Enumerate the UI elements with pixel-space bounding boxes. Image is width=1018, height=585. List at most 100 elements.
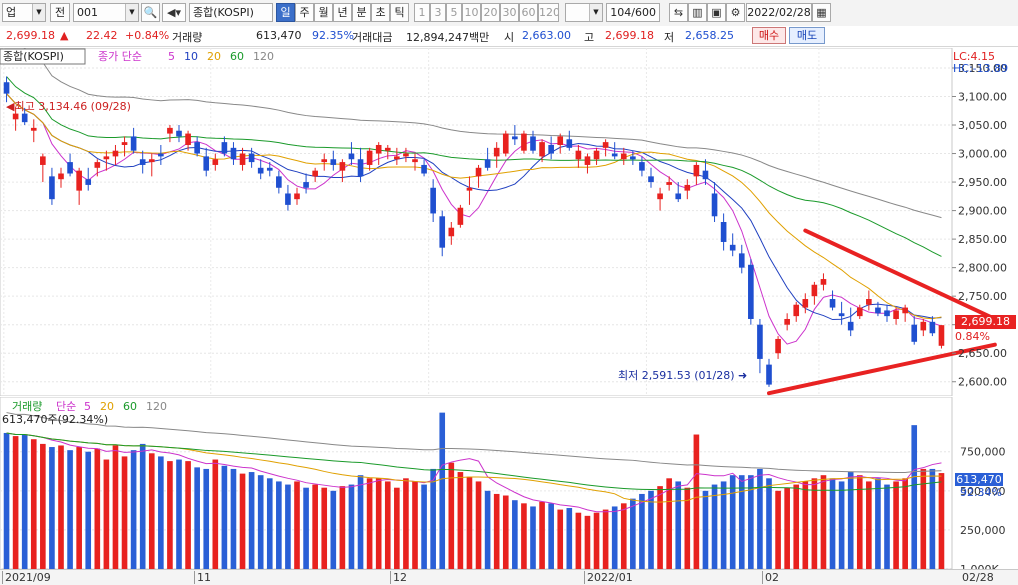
date-axis-label: 02 <box>762 571 779 584</box>
trend-line-1[interactable] <box>803 228 997 321</box>
volume-bar <box>439 412 446 569</box>
calendar-icon[interactable]: ▦ <box>812 3 831 22</box>
candle-body <box>430 187 436 214</box>
volume-bar <box>521 503 527 569</box>
candle-body <box>802 299 809 308</box>
period-tab-2[interactable]: 월 <box>314 3 333 22</box>
volume-bar <box>203 468 210 569</box>
candle-body <box>176 130 182 137</box>
speaker-icon[interactable]: ◀▾ <box>162 3 186 22</box>
count-field[interactable]: 104/600 <box>606 3 660 22</box>
open-value: 2,663.00 <box>522 29 571 42</box>
candle-body <box>403 153 409 157</box>
interval-tab-20[interactable]: 20 <box>481 3 500 22</box>
zoom-icon[interactable]: ⇆ <box>669 3 688 22</box>
chart-icon[interactable]: ▥ <box>688 3 707 22</box>
up-arrow-icon: ▲ <box>60 29 69 42</box>
candle-body <box>675 193 682 200</box>
candle-body <box>856 307 863 317</box>
candle-body <box>94 162 101 168</box>
period-tab-1[interactable]: 주 <box>295 3 314 22</box>
candle-body <box>684 184 691 191</box>
period-tab-6[interactable]: 틱 <box>390 3 409 22</box>
volume-bar <box>738 475 745 569</box>
volume-bar <box>394 487 400 569</box>
candle-body <box>593 150 600 160</box>
candle-body <box>648 176 654 183</box>
volume-bar <box>666 478 672 569</box>
price-axis-label: 3,000.00 <box>958 148 1007 161</box>
name-field[interactable]: 종합(KOSPI) <box>189 3 273 22</box>
period-tab-4[interactable]: 분 <box>352 3 371 22</box>
volume-bar <box>620 503 627 569</box>
candle-body <box>40 156 46 165</box>
candle-body <box>466 187 473 191</box>
trend-line-2[interactable] <box>767 342 997 396</box>
volume-bar <box>557 509 564 569</box>
volume-bar <box>294 481 300 569</box>
price-chart[interactable]: 3,150.00 3,100.00 3,050.00 3,000.00 2,950.00… <box>0 48 1018 396</box>
volume-bar <box>548 503 554 569</box>
date-field[interactable]: 2022/02/28 <box>746 3 812 22</box>
volume-bar <box>384 481 391 569</box>
volume-bar <box>421 484 427 569</box>
volume-bar <box>875 478 881 569</box>
interval-tab-60[interactable]: 60 <box>519 3 538 22</box>
save-icon[interactable]: ▣ <box>707 3 726 22</box>
volume-bar <box>430 468 436 569</box>
candle-body <box>693 164 700 177</box>
volume-bar <box>366 478 373 569</box>
candle-body <box>167 127 173 134</box>
price-axis-label: 2,850.00 <box>958 233 1007 246</box>
interval-tab-3[interactable]: 3 <box>430 3 446 22</box>
volume-bar <box>375 478 382 569</box>
ma-legend-10: 10 <box>184 50 198 63</box>
volume-bar <box>339 486 346 569</box>
candle-body <box>294 193 300 200</box>
interval-tab-120[interactable]: 120 <box>538 3 559 22</box>
sell-button[interactable]: 매도 <box>789 27 825 44</box>
volume-bar <box>766 478 772 569</box>
volume-ma-line <box>6 412 942 473</box>
price-change-pct: +0.84% <box>125 29 170 42</box>
volume-bar <box>693 434 700 569</box>
quote-row: 2,699.18 ▲ 22.42 +0.84% 거래량 613,470 92.3… <box>0 26 1018 47</box>
volume-bar <box>49 447 55 569</box>
interval-tab-10[interactable]: 10 <box>462 3 481 22</box>
gear-icon[interactable]: ⚙ <box>726 3 745 22</box>
scope-button[interactable]: 전 <box>50 3 70 22</box>
candle-body <box>838 313 845 317</box>
candle-body <box>875 307 881 314</box>
market-select[interactable]: 업 ▼ <box>2 3 46 22</box>
candle-body <box>139 159 146 165</box>
candle-body <box>330 159 337 165</box>
period-tab-3[interactable]: 년 <box>333 3 352 22</box>
buy-button[interactable]: 매수 <box>752 27 786 44</box>
volume-bar <box>266 478 273 569</box>
volume-ma-line <box>6 432 942 491</box>
period-tab-0[interactable]: 일 <box>276 3 295 22</box>
search-icon[interactable]: 🔍 <box>141 3 160 22</box>
current-pct-tag: 0.84% <box>955 330 990 343</box>
candle-body <box>847 321 854 331</box>
volume-chart[interactable]: 1,000K 750,000 500,000 250,000 거래량 단순 5 20 60… <box>0 397 1018 569</box>
interval-tab-30[interactable]: 30 <box>500 3 519 22</box>
volume-bar <box>285 484 291 569</box>
candle-body <box>584 156 591 165</box>
volume-ma-legend-120: 120 <box>146 400 167 413</box>
price-change: 22.42 <box>86 29 118 42</box>
volume-bar <box>784 487 790 569</box>
interval-tab-1[interactable]: 1 <box>414 3 430 22</box>
code-input[interactable]: 001 ▼ <box>73 3 139 22</box>
ma-legend-5: 5 <box>168 50 175 63</box>
volume-bar <box>67 450 73 569</box>
candle-body <box>748 264 754 319</box>
candle-body <box>3 82 10 94</box>
period-tab-5[interactable]: 초 <box>371 3 390 22</box>
candle-body <box>938 325 945 346</box>
interval-tab-5[interactable]: 5 <box>446 3 462 22</box>
volume-bar <box>239 473 246 569</box>
interval-select[interactable]: ▼ <box>565 3 603 22</box>
candle-body <box>276 176 282 188</box>
candle-body <box>58 173 64 180</box>
